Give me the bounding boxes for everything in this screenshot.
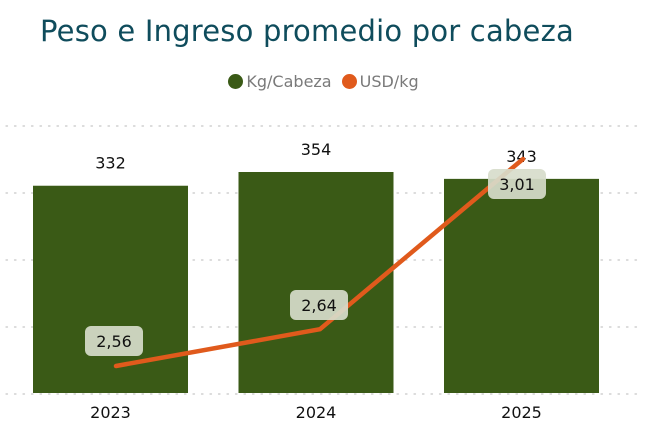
line-point-label-2024: 2,64	[301, 296, 337, 315]
legend-marker-usd	[341, 74, 357, 89]
line-point-label-box-2023	[85, 326, 143, 356]
legend-label-usd: USD/kg	[359, 72, 419, 91]
bar-value-label-2025: 343	[506, 147, 537, 166]
bar-2023	[33, 185, 188, 393]
line-point-label-box-2024	[290, 290, 348, 320]
x-tick-label-2025: 2025	[501, 403, 542, 422]
x-tick-label-2024: 2024	[296, 403, 337, 422]
x-tick-label-2023: 2023	[90, 403, 131, 422]
legend-item-usd[interactable]: USD/kg	[341, 72, 419, 91]
bar-value-label-2024: 354	[301, 140, 332, 159]
bar-2025	[444, 178, 599, 393]
line-point-label-2023: 2,56	[96, 332, 132, 351]
bar-2024	[238, 172, 394, 393]
legend-item-kg[interactable]: Kg/Cabeza	[228, 72, 332, 91]
line-point-label-2025: 3,01	[499, 175, 535, 194]
legend-marker-kg	[228, 74, 244, 89]
usd-series-line	[113, 156, 526, 369]
legend-label-kg: Kg/Cabeza	[246, 72, 332, 91]
bar-value-label-2023: 332	[95, 154, 126, 173]
chart-title: Peso e Ingreso promedio por cabeza	[40, 14, 574, 48]
line-point-label-box-2025	[488, 169, 546, 199]
legend: Kg/Cabeza USD/kg	[0, 72, 647, 91]
